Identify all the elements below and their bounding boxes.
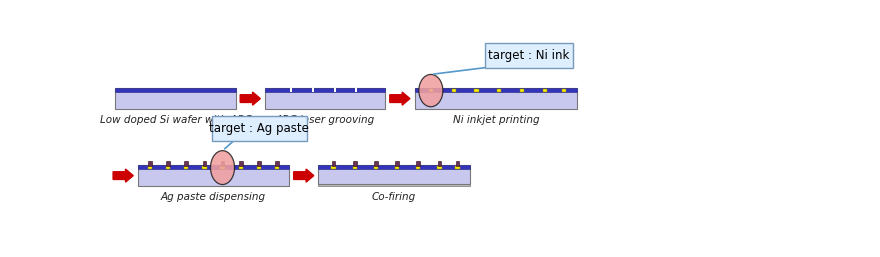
Bar (332, 166, 335, 169)
Bar (520, 89, 524, 92)
Bar (312, 88, 314, 93)
FancyBboxPatch shape (212, 116, 307, 141)
Bar (353, 161, 356, 166)
Bar (257, 161, 260, 166)
Bar (319, 165, 470, 169)
FancyArrow shape (240, 92, 260, 105)
Text: Ni inkjet printing: Ni inkjet printing (452, 115, 539, 125)
Bar (290, 88, 292, 93)
Bar (148, 166, 152, 169)
Bar (138, 165, 289, 186)
Bar (437, 166, 442, 169)
Bar (334, 88, 335, 93)
Bar (474, 89, 479, 92)
Text: Co-firing: Co-firing (372, 192, 416, 202)
Bar (451, 89, 456, 92)
Bar (265, 88, 385, 109)
Bar (437, 161, 441, 166)
Bar (395, 161, 399, 166)
Bar (455, 166, 459, 169)
Ellipse shape (210, 151, 235, 185)
Bar (414, 88, 577, 109)
Bar (319, 165, 470, 184)
Bar (374, 166, 378, 169)
Bar (265, 88, 385, 92)
Bar (184, 166, 188, 169)
Bar (166, 166, 170, 169)
Bar (562, 89, 567, 92)
Bar (115, 88, 236, 92)
Bar (138, 165, 289, 169)
Bar (185, 161, 188, 166)
Bar (414, 88, 577, 92)
Bar (374, 161, 378, 166)
Bar (221, 161, 224, 166)
Bar (202, 161, 206, 166)
FancyBboxPatch shape (485, 43, 573, 68)
Bar (353, 166, 357, 169)
Bar (275, 166, 279, 169)
Bar (395, 166, 400, 169)
Bar (497, 89, 502, 92)
Bar (356, 88, 357, 93)
Ellipse shape (419, 75, 443, 107)
FancyArrow shape (114, 169, 133, 182)
Bar (456, 161, 459, 166)
Bar (319, 184, 470, 186)
Bar (416, 166, 421, 169)
Bar (429, 89, 433, 92)
Bar (166, 161, 170, 166)
Bar (238, 161, 243, 166)
FancyArrow shape (390, 92, 410, 105)
Bar (543, 89, 546, 92)
Bar (220, 166, 224, 169)
Bar (416, 161, 420, 166)
Bar (257, 166, 261, 169)
Text: ARC laser grooving: ARC laser grooving (275, 115, 375, 125)
Bar (202, 166, 207, 169)
Text: target : Ni ink: target : Ni ink (488, 49, 569, 62)
Bar (275, 161, 279, 166)
Bar (148, 161, 152, 166)
Text: Low doped Si wafer with ARC: Low doped Si wafer with ARC (99, 115, 252, 125)
Text: Ag paste dispensing: Ag paste dispensing (161, 192, 266, 202)
Bar (115, 88, 236, 109)
Bar (332, 161, 335, 166)
Text: target : Ag paste: target : Ag paste (209, 122, 309, 135)
FancyArrow shape (294, 169, 314, 182)
Bar (238, 166, 243, 169)
